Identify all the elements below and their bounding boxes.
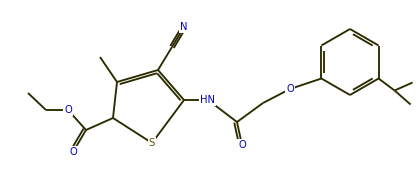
Text: O: O bbox=[64, 105, 72, 115]
Text: O: O bbox=[238, 140, 246, 150]
Text: O: O bbox=[69, 147, 77, 157]
Text: N: N bbox=[180, 22, 188, 32]
Text: O: O bbox=[286, 84, 294, 94]
Text: N: N bbox=[199, 96, 206, 105]
Text: HN: HN bbox=[201, 95, 216, 105]
Text: S: S bbox=[149, 138, 155, 148]
Text: H: H bbox=[204, 96, 211, 105]
